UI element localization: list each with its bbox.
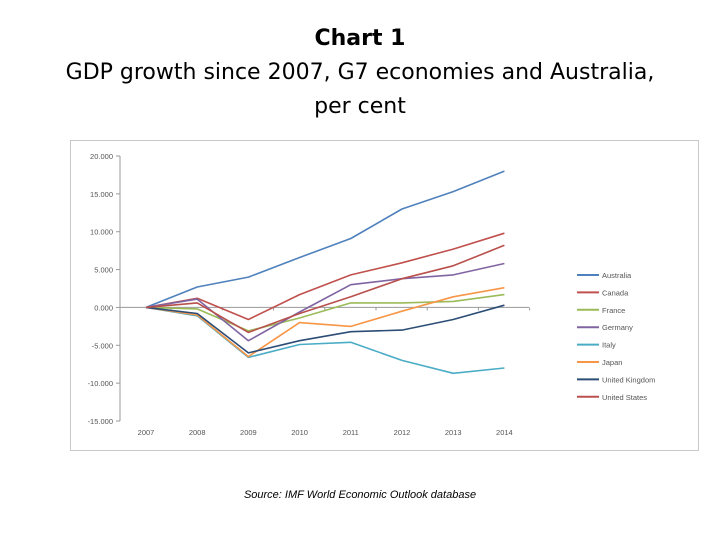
y-tick-label: 20.000 (90, 152, 113, 161)
chart-frame: 20.000 15.000 10.000 5.000 0.000 -5.000 -10.00… (70, 140, 699, 451)
title-line-2: GDP growth since 2007, G7 economies and … (65, 60, 655, 85)
x-tick-label: 2007 (138, 428, 155, 437)
x-tick-label: 2013 (445, 428, 462, 437)
x-tick-label: 2009 (240, 428, 257, 437)
source-note: Source: IMF World Economic Outlook datab… (243, 489, 477, 501)
y-tick-label: 5.000 (94, 266, 113, 275)
series-line-united-kingdom (145, 304, 505, 354)
series-line-canada (145, 232, 505, 321)
legend-label: United Kingdom (602, 375, 655, 384)
chart-title: Chart 1 GDP growth since 2007, G7 econom… (0, 22, 720, 124)
legend-label: Australia (602, 271, 632, 280)
y-tick-label: -15.000 (88, 417, 113, 426)
x-tick-label: 2012 (394, 428, 411, 437)
y-tick-label: 0.000 (94, 303, 113, 312)
x-tick-label: 2011 (343, 428, 359, 437)
title-line-1: Chart 1 (314, 26, 406, 51)
series-line-japan (145, 286, 505, 358)
legend-label: Canada (602, 288, 629, 297)
legend-label: Italy (602, 341, 616, 350)
series-line-germany (145, 262, 505, 342)
title-line-3: per cent (314, 94, 406, 119)
x-tick-label: 2014 (496, 428, 513, 437)
legend-label: United States (602, 393, 647, 402)
series-line-united-states (145, 244, 505, 334)
x-tick-label: 2008 (189, 428, 206, 437)
line-chart: 20.000 15.000 10.000 5.000 0.000 -5.000 -10.00… (88, 152, 656, 437)
legend-label: France (602, 306, 625, 315)
legend-label: Germany (602, 323, 633, 332)
legend-label: Japan (602, 358, 622, 367)
y-tick-label: -10.000 (88, 379, 113, 388)
series-line-france (145, 293, 505, 332)
y-tick-label: 15.000 (90, 190, 113, 199)
x-tick-label: 2010 (291, 428, 308, 437)
y-tick-label: -5.000 (92, 341, 113, 350)
y-tick-label: 10.000 (90, 228, 113, 237)
series-line-australia (145, 170, 505, 309)
